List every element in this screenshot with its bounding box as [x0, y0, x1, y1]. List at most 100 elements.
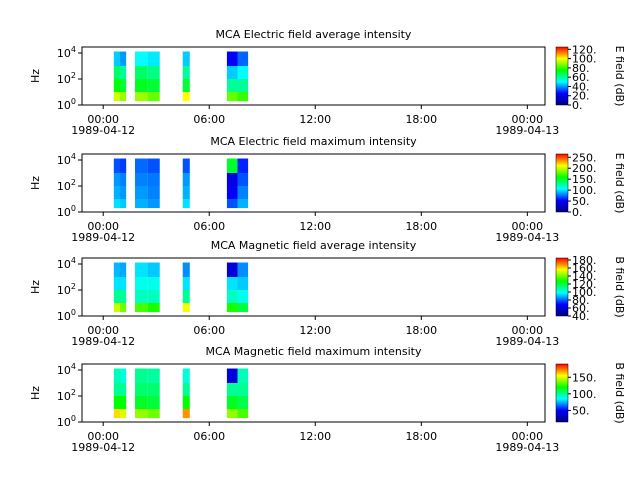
- x-tick-label: 00:00: [511, 220, 543, 233]
- spectrogram-cell: [113, 92, 120, 102]
- spectrogram-cell: [226, 51, 238, 67]
- x-date-label: 1989-04-12: [71, 124, 135, 137]
- spectrogram-cell: [147, 290, 160, 304]
- colorbar: [555, 363, 569, 423]
- spectrogram-cell: [135, 51, 148, 67]
- spectrogram-cell: [113, 277, 120, 291]
- panel-title: MCA Magnetic field average intensity: [211, 239, 417, 252]
- spectrogram-cell: [226, 92, 238, 102]
- spectrogram-cell: [226, 303, 238, 313]
- x-date-label: 1989-04-13: [495, 124, 559, 137]
- plot-frame: [81, 363, 546, 423]
- colorbar-tick-label: 180.: [572, 254, 597, 267]
- spectrogram-cell: [135, 262, 148, 278]
- x-tick-label: 00:00: [87, 430, 119, 443]
- x-tick-label: 00:00: [511, 324, 543, 337]
- spectrogram-cell: [119, 199, 127, 209]
- spectrogram-cell: [147, 199, 160, 209]
- spectrogram-cell: [237, 368, 249, 384]
- spectrogram-cell: [147, 303, 160, 313]
- spectrogram-cell: [182, 92, 190, 102]
- colorbar-tick-label: 20.: [572, 90, 590, 103]
- colorbar-tick-label: 150.: [572, 173, 597, 186]
- spectrogram-cell: [237, 303, 249, 313]
- y-tick-label: 104: [57, 362, 76, 377]
- spectrogram-cell: [119, 186, 127, 200]
- spectrogram-cell: [147, 277, 160, 291]
- spectrogram-cell: [135, 92, 148, 102]
- spectrogram-cell: [119, 173, 127, 187]
- spectrogram-cell: [147, 368, 160, 384]
- spectrogram-cell: [226, 199, 238, 209]
- spectrogram-cell: [147, 79, 160, 93]
- colorbar-tick-label: 150.: [572, 371, 597, 384]
- spectrogram-cell: [119, 51, 127, 67]
- colorbar-tick-label: 200.: [572, 162, 597, 175]
- x-tick-label: 00:00: [511, 113, 543, 126]
- spectrogram-cell: [237, 79, 249, 93]
- spectrogram-cell: [237, 51, 249, 67]
- spectrogram-cell: [119, 383, 127, 397]
- spectrogram-cell: [182, 383, 190, 397]
- spectrogram-cell: [147, 409, 160, 419]
- plot-frame: [81, 153, 546, 213]
- spectrogram-cell: [135, 368, 148, 384]
- spectrogram-cell: [135, 290, 148, 304]
- colorbar-label: B field (dB): [613, 256, 626, 317]
- spectrogram-cell: [113, 303, 120, 313]
- x-tick-label: 12:00: [299, 220, 331, 233]
- colorbar-tick-label: 50.: [572, 404, 590, 417]
- colorbar-label: E field (dB): [613, 153, 626, 214]
- spectrogram-cell: [113, 396, 120, 410]
- spectrogram-cell: [237, 186, 249, 200]
- spectrogram-cell: [237, 92, 249, 102]
- colorbar-tick-label: 250.: [572, 151, 597, 164]
- spectrogram-cell: [135, 383, 148, 397]
- spectrogram-cell: [135, 277, 148, 291]
- spectrogram-cell: [182, 79, 190, 93]
- y-axis-label: Hz: [29, 386, 42, 400]
- colorbar: [555, 153, 569, 213]
- spectrogram-cell: [237, 277, 249, 291]
- x-tick-label: 12:00: [299, 113, 331, 126]
- x-tick-label: 06:00: [193, 113, 225, 126]
- spectrogram-cell: [237, 409, 249, 419]
- spectrogram-cell: [182, 303, 190, 313]
- y-axis-label: Hz: [29, 69, 42, 83]
- x-tick-label: 06:00: [193, 324, 225, 337]
- spectrogram-cell: [135, 303, 148, 313]
- spectrogram-cell: [113, 409, 120, 419]
- spectrogram-cell: [182, 186, 190, 200]
- y-axis-label: Hz: [29, 176, 42, 190]
- spectrogram-cell: [226, 79, 238, 93]
- colorbar-tick-label: 100.: [572, 388, 597, 401]
- y-tick-label: 100: [57, 204, 76, 219]
- spectrogram-cell: [226, 368, 238, 384]
- spectrogram-cell: [237, 262, 249, 278]
- spectrogram-cell: [182, 368, 190, 384]
- spectrogram-cell: [237, 383, 249, 397]
- x-tick-label: 12:00: [299, 324, 331, 337]
- spectrogram-cell: [113, 66, 120, 80]
- colorbar-tick-label: 40.: [572, 80, 590, 93]
- colorbar-tick-label: 100.: [572, 184, 597, 197]
- x-tick-label: 00:00: [87, 113, 119, 126]
- spectrogram-cell: [113, 368, 120, 384]
- y-tick-label: 102: [57, 178, 76, 193]
- panel-title: MCA Electric field maximum intensity: [210, 135, 417, 148]
- spectrogram-cell: [182, 396, 190, 410]
- colorbar-tick-label: 160.: [572, 262, 597, 275]
- x-tick-label: 18:00: [405, 430, 437, 443]
- spectrogram-cell: [237, 158, 249, 174]
- colorbar-tick-label: 60.: [572, 71, 590, 84]
- x-tick-label: 06:00: [193, 430, 225, 443]
- x-tick-label: 18:00: [405, 113, 437, 126]
- spectrogram-cell: [147, 158, 160, 174]
- spectrogram-cell: [226, 186, 238, 200]
- spectrogram-cell: [182, 51, 190, 67]
- spectrogram-cell: [147, 262, 160, 278]
- spectrogram-cell: [113, 51, 120, 67]
- spectrogram-cell: [182, 66, 190, 80]
- spectrogram-cell: [113, 186, 120, 200]
- spectrogram-cell: [226, 383, 238, 397]
